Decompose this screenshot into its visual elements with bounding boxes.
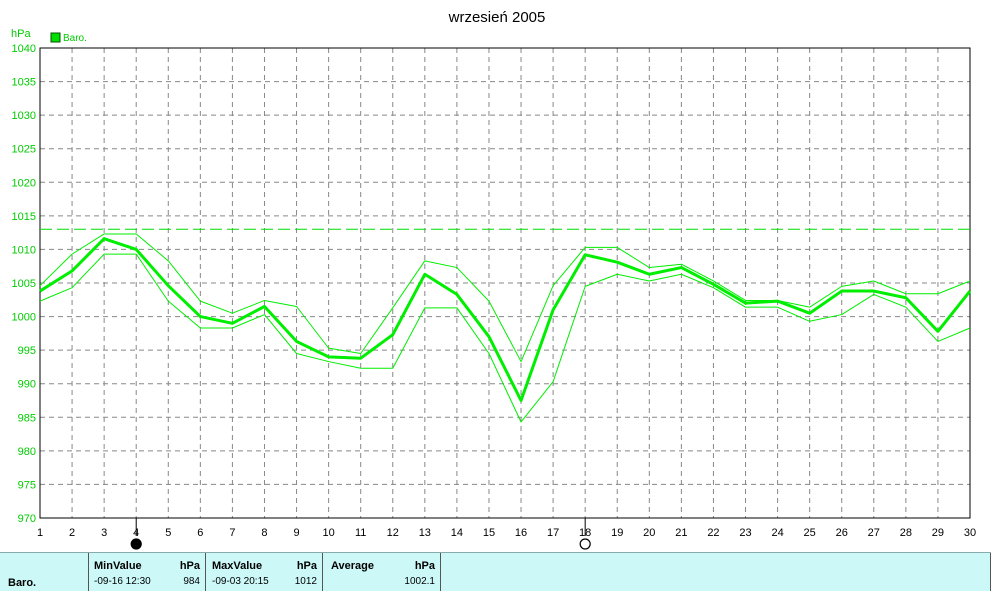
min-unit: hPa [179,560,200,572]
x-tick-label: 6 [197,527,203,539]
x-tick-label: 29 [932,527,944,539]
y-tick-label: 985 [18,412,36,424]
y-tick-label: 1005 [12,278,36,290]
average-unit: hPa [414,560,435,572]
summary-average-cell: Average hPa 1002.1 [322,553,441,591]
x-tick-label: 24 [771,527,783,539]
max-unit: hPa [296,560,317,572]
grid-lines [40,48,970,518]
x-tick-label: 16 [515,527,527,539]
y-tick-label: 1015 [12,211,36,223]
x-tick-labels: 1234567891011121314151617181920212223242… [37,527,976,539]
y-tick-label: 1010 [12,244,36,256]
full-moon-icon [130,538,142,550]
x-tick-label: 22 [707,527,719,539]
min-time: -09-16 12:30 [94,576,151,587]
x-tick-label: 3 [101,527,107,539]
y-tick-label: 1040 [12,43,36,55]
series-mean-line [39,237,972,402]
min-value: 984 [183,576,200,587]
x-tick-label: 12 [387,527,399,539]
x-tick-label: 15 [483,527,495,539]
summary-table: Baro. MinValue hPa -09-16 12:30 984 MaxV… [0,552,991,591]
max-header: MaxValue [212,560,263,572]
x-tick-label: 20 [643,527,655,539]
min-header: MinValue [94,560,142,572]
x-tick-label: 10 [322,527,334,539]
y-axis-unit: hPa [11,28,31,40]
y-tick-label: 970 [18,513,36,525]
x-tick-label: 28 [900,527,912,539]
y-tick-label: 980 [18,446,36,458]
x-tick-label: 1 [37,527,43,539]
x-tick-label: 19 [611,527,623,539]
x-tick-label: 27 [868,527,880,539]
x-tick-label: 7 [229,527,235,539]
plot-frame [39,47,971,519]
y-tick-label: 975 [18,479,36,491]
x-tick-label: 25 [804,527,816,539]
x-tick-label: 8 [261,527,267,539]
legend-swatch [50,32,61,43]
x-tick-label: 9 [293,527,299,539]
new-moon-icon [579,538,591,550]
max-value: 1012 [294,576,317,587]
barometer-chart: wrzesień 2005 hPa Baro. 9709759809859909… [11,9,976,550]
x-tick-label: 21 [675,527,687,539]
series-min-line [39,253,971,423]
summary-min-cell: MinValue hPa -09-16 12:30 984 [88,553,206,591]
x-tick-label: 17 [547,527,559,539]
y-tick-label: 990 [18,379,36,391]
legend-label: Baro. [63,33,87,44]
chart-title: wrzesień 2005 [448,9,546,26]
x-tick-label: 13 [419,527,431,539]
summary-series-cell: Baro. [0,553,88,591]
average-value: 1002.1 [404,576,435,587]
y-tick-label: 1020 [12,177,36,189]
summary-empty-cell [440,553,991,591]
x-tick-label: 5 [165,527,171,539]
y-tick-label: 1035 [12,77,36,89]
x-tick-label: 11 [355,527,366,539]
y-tick-label: 995 [18,345,36,357]
x-tick-label: 14 [451,527,463,539]
y-tick-label: 1025 [12,144,36,156]
moon-markers [130,518,591,550]
y-tick-label: 1000 [12,312,36,324]
average-header: Average [331,560,375,572]
series-lines [39,233,972,423]
series-max-line [39,233,971,363]
x-tick-label: 30 [964,527,976,539]
x-tick-label: 26 [836,527,848,539]
y-tick-label: 1030 [12,110,36,122]
x-tick-label: 23 [739,527,751,539]
summary-max-cell: MaxValue hPa -09-03 20:15 1012 [205,553,323,591]
x-tick-label: 2 [69,527,75,539]
y-tick-labels: 970 975 980 985 990 995 1000 1005 1010 1015 1020 10… [12,43,36,525]
max-time: -09-03 20:15 [212,576,269,587]
summary-series-label: Baro. [8,577,37,589]
